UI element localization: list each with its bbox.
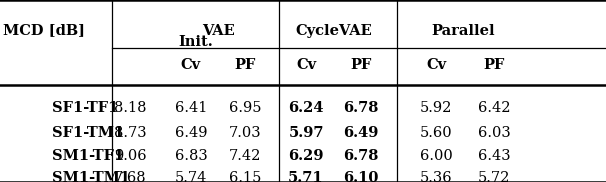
Text: VAE: VAE (202, 24, 235, 38)
Text: 6.00: 6.00 (420, 149, 453, 163)
Text: 6.49: 6.49 (175, 126, 207, 140)
Text: Init.: Init. (178, 35, 213, 49)
Text: 5.71: 5.71 (288, 171, 324, 182)
Text: SM1-TM1: SM1-TM1 (52, 171, 130, 182)
Text: MCD [dB]: MCD [dB] (3, 23, 85, 37)
Text: PF: PF (483, 58, 505, 72)
Text: 5.60: 5.60 (420, 126, 453, 140)
Text: Parallel: Parallel (432, 24, 495, 38)
Text: CycleVAE: CycleVAE (295, 24, 371, 38)
Text: 5.74: 5.74 (175, 171, 207, 182)
Text: 7.42: 7.42 (229, 149, 262, 163)
Text: 5.72: 5.72 (478, 171, 510, 182)
Text: 6.78: 6.78 (343, 149, 378, 163)
Text: 7.03: 7.03 (229, 126, 262, 140)
Text: SM1-TF1: SM1-TF1 (52, 149, 124, 163)
Text: 9.06: 9.06 (114, 149, 147, 163)
Text: 5.36: 5.36 (420, 171, 453, 182)
Text: 6.10: 6.10 (343, 171, 378, 182)
Text: 6.83: 6.83 (175, 149, 207, 163)
Text: 6.41: 6.41 (175, 101, 207, 115)
Text: 6.24: 6.24 (288, 101, 324, 115)
Text: PF: PF (235, 58, 256, 72)
Text: Cv: Cv (181, 58, 201, 72)
Text: 5.97: 5.97 (288, 126, 324, 140)
Text: PF: PF (350, 58, 371, 72)
Text: SF1-TF1: SF1-TF1 (52, 101, 118, 115)
Text: 6.43: 6.43 (478, 149, 510, 163)
Text: 8.73: 8.73 (114, 126, 147, 140)
Text: 6.15: 6.15 (229, 171, 262, 182)
Text: 6.42: 6.42 (478, 101, 510, 115)
Text: 6.49: 6.49 (343, 126, 378, 140)
Text: 6.78: 6.78 (343, 101, 378, 115)
Text: 7.68: 7.68 (114, 171, 147, 182)
Text: 6.95: 6.95 (229, 101, 262, 115)
Text: SF1-TM1: SF1-TM1 (52, 126, 124, 140)
Text: 6.29: 6.29 (288, 149, 324, 163)
Text: 6.03: 6.03 (478, 126, 510, 140)
Text: 8.18: 8.18 (114, 101, 147, 115)
Text: 5.92: 5.92 (420, 101, 453, 115)
Text: Cv: Cv (426, 58, 447, 72)
Text: Cv: Cv (296, 58, 316, 72)
